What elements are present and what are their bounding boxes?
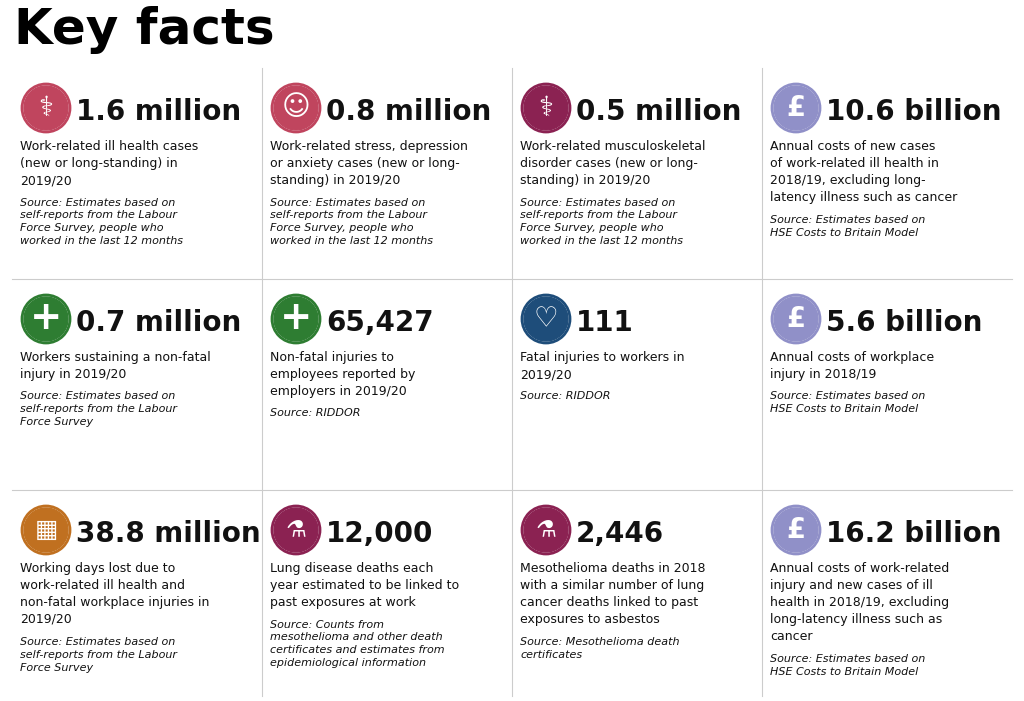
Text: Source: Estimates based on
self-reports from the Labour
Force Survey: Source: Estimates based on self-reports … bbox=[20, 637, 177, 672]
Text: Source: Estimates based on
self-reports from the Labour
Force Survey, people who: Source: Estimates based on self-reports … bbox=[520, 198, 683, 246]
Text: 16.2 billion: 16.2 billion bbox=[826, 520, 1001, 548]
Circle shape bbox=[774, 508, 818, 552]
Circle shape bbox=[774, 86, 818, 130]
Text: ⚕: ⚕ bbox=[539, 94, 553, 122]
Text: 65,427: 65,427 bbox=[326, 309, 433, 337]
Text: Workers sustaining a non-fatal
injury in 2019/20: Workers sustaining a non-fatal injury in… bbox=[20, 351, 211, 381]
Text: Source: Counts from
mesothelioma and other death
certificates and estimates from: Source: Counts from mesothelioma and oth… bbox=[270, 620, 444, 668]
Text: Work-related ill health cases
(new or long-standing) in
2019/20: Work-related ill health cases (new or lo… bbox=[20, 140, 199, 187]
Text: Working days lost due to
work-related ill health and
non-fatal workplace injurie: Working days lost due to work-related il… bbox=[20, 562, 209, 626]
Text: +: + bbox=[30, 299, 62, 337]
Text: Fatal injuries to workers in
2019/20: Fatal injuries to workers in 2019/20 bbox=[520, 351, 684, 381]
Text: Annual costs of workplace
injury in 2018/19: Annual costs of workplace injury in 2018… bbox=[770, 351, 934, 381]
Circle shape bbox=[274, 508, 318, 552]
Circle shape bbox=[24, 86, 68, 130]
Circle shape bbox=[274, 86, 318, 130]
Circle shape bbox=[274, 297, 318, 341]
Text: Source: Estimates based on
self-reports from the Labour
Force Survey: Source: Estimates based on self-reports … bbox=[20, 391, 177, 427]
Text: £: £ bbox=[786, 516, 806, 544]
Text: ⚗: ⚗ bbox=[286, 519, 306, 541]
Text: Source: Mesothelioma death
certificates: Source: Mesothelioma death certificates bbox=[520, 637, 680, 660]
Text: Source: Estimates based on
HSE Costs to Britain Model: Source: Estimates based on HSE Costs to … bbox=[770, 391, 926, 414]
Circle shape bbox=[524, 297, 568, 341]
Text: ⚕: ⚕ bbox=[39, 94, 53, 122]
Text: Non-fatal injuries to
employees reported by
employers in 2019/20: Non-fatal injuries to employees reported… bbox=[270, 351, 416, 398]
Text: Source: RIDDOR: Source: RIDDOR bbox=[270, 409, 360, 418]
Text: Lung disease deaths each
year estimated to be linked to
past exposures at work: Lung disease deaths each year estimated … bbox=[270, 562, 459, 609]
Text: Source: Estimates based on
self-reports from the Labour
Force Survey, people who: Source: Estimates based on self-reports … bbox=[20, 198, 183, 246]
Text: Source: RIDDOR: Source: RIDDOR bbox=[520, 391, 610, 401]
Text: £: £ bbox=[786, 94, 806, 122]
Text: 111: 111 bbox=[575, 309, 634, 337]
Text: ▦: ▦ bbox=[35, 518, 57, 542]
Text: Source: Estimates based on
self-reports from the Labour
Force Survey, people who: Source: Estimates based on self-reports … bbox=[270, 198, 433, 246]
Text: Annual costs of work-related
injury and new cases of ill
health in 2018/19, excl: Annual costs of work-related injury and … bbox=[770, 562, 949, 643]
Text: Source: Estimates based on
HSE Costs to Britain Model: Source: Estimates based on HSE Costs to … bbox=[770, 215, 926, 238]
Circle shape bbox=[24, 297, 68, 341]
Text: 2,446: 2,446 bbox=[575, 520, 665, 548]
Text: Key facts: Key facts bbox=[14, 6, 274, 54]
Circle shape bbox=[524, 86, 568, 130]
Circle shape bbox=[774, 297, 818, 341]
Text: ♡: ♡ bbox=[534, 305, 558, 333]
Text: 5.6 billion: 5.6 billion bbox=[826, 309, 982, 337]
Text: 12,000: 12,000 bbox=[326, 520, 433, 548]
Text: Annual costs of new cases
of work-related ill health in
2018/19, excluding long-: Annual costs of new cases of work-relate… bbox=[770, 140, 957, 204]
Circle shape bbox=[524, 508, 568, 552]
Text: 0.8 million: 0.8 million bbox=[326, 98, 492, 126]
Text: +: + bbox=[280, 299, 312, 337]
Text: Work-related stress, depression
or anxiety cases (new or long-
standing) in 2019: Work-related stress, depression or anxie… bbox=[270, 140, 468, 187]
Text: 10.6 billion: 10.6 billion bbox=[826, 98, 1001, 126]
Text: Mesothelioma deaths in 2018
with a similar number of lung
cancer deaths linked t: Mesothelioma deaths in 2018 with a simil… bbox=[520, 562, 706, 626]
Text: Work-related musculoskeletal
disorder cases (new or long-
standing) in 2019/20: Work-related musculoskeletal disorder ca… bbox=[520, 140, 706, 187]
Circle shape bbox=[24, 508, 68, 552]
Text: 0.7 million: 0.7 million bbox=[76, 309, 242, 337]
Text: Source: Estimates based on
HSE Costs to Britain Model: Source: Estimates based on HSE Costs to … bbox=[770, 655, 926, 677]
Text: £: £ bbox=[786, 305, 806, 333]
Text: 1.6 million: 1.6 million bbox=[76, 98, 241, 126]
Text: 38.8 million: 38.8 million bbox=[76, 520, 261, 548]
Text: ☺: ☺ bbox=[282, 93, 310, 121]
Text: 0.5 million: 0.5 million bbox=[575, 98, 741, 126]
Text: ⚗: ⚗ bbox=[536, 519, 556, 541]
